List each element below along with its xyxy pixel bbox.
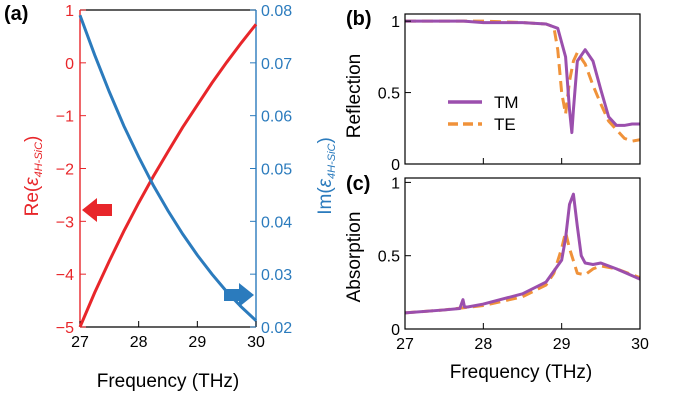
panel-a-x-tick-label: 29 xyxy=(188,334,206,351)
panel-a-left-tick-label: −4 xyxy=(56,267,74,284)
left-title-prefix: Re( xyxy=(22,185,43,216)
panel-b-te-line xyxy=(405,19,640,143)
panel-b-y-axis-title: Reflection xyxy=(344,54,365,139)
panel-a-x-tick-label: 27 xyxy=(71,334,89,351)
panel-c-y-tick-label: 1 xyxy=(391,175,400,192)
panel-c-te-line xyxy=(405,230,640,315)
panel-a-imag-permittivity-line xyxy=(78,14,258,322)
panel-c-y-tick-label: 0.5 xyxy=(378,249,400,266)
panel-a-x-axis-title: Frequency (THz) xyxy=(97,371,240,392)
panel-c-x-tick-label: 30 xyxy=(631,336,649,353)
panel-b-tm-line xyxy=(405,19,640,135)
panel-a-right-tick-label: 0.02 xyxy=(261,320,292,337)
panel-b-y-tick-label: 0.5 xyxy=(378,86,400,103)
panel-a-chart: 27 28 29 30 −5 −4 −3 −2 −1 0 1 0.02 0.03 0.04 0.05 0.06… xyxy=(56,3,292,351)
panel-c-x-tick-label: 29 xyxy=(553,336,571,353)
panel-c-y-axis-title: Absorption xyxy=(344,212,365,303)
right-axis-arrow-icon xyxy=(224,283,254,307)
panel-a-right-tick-label: 0.04 xyxy=(261,214,292,231)
panel-a-x-tick-label: 30 xyxy=(247,334,265,351)
panel-a-real-permittivity-line xyxy=(78,23,258,328)
panel-c-chart: 0 0.5 1 27 28 29 30 xyxy=(378,175,649,353)
panel-b-y-tick-label: 1 xyxy=(391,14,400,31)
panel-a-left-tick-label: 0 xyxy=(65,56,74,73)
panel-a-right-tick-label: 0.06 xyxy=(261,109,292,126)
right-title-subscript: 4H-SiC xyxy=(326,143,338,179)
panel-a-right-tick-label: 0.03 xyxy=(261,267,292,284)
legend-te-label: TE xyxy=(494,115,516,134)
left-title-symbol: ε xyxy=(22,177,43,186)
panel-b-legend: TM TE xyxy=(448,93,519,134)
panel-c-tm-line xyxy=(405,192,640,315)
panel-a-left-tick-label: −1 xyxy=(56,109,74,126)
panel-a-right-tick-label: 0.05 xyxy=(261,162,292,179)
panel-a-right-tick-label: 0.08 xyxy=(261,3,292,20)
panel-label-b: (b) xyxy=(346,8,372,30)
left-axis-arrow-icon xyxy=(82,198,112,222)
right-title-prefix: Im( xyxy=(315,187,336,215)
right-title-symbol: ε xyxy=(315,178,336,187)
panel-a-x-tick-label: 28 xyxy=(130,334,148,351)
panel-a-right-axis-title: Im(ε4H-SiC) xyxy=(315,137,338,215)
legend-tm-label: TM xyxy=(494,93,519,112)
panel-a-left-tick-label: −5 xyxy=(56,320,74,337)
panel-b-chart: 00.51 xyxy=(378,13,641,174)
panel-a-left-axis-title: Re(ε4H-SiC) xyxy=(22,136,45,217)
panel-b-frame xyxy=(404,13,641,165)
panel-c-x-tick-label: 28 xyxy=(474,336,492,353)
panel-c-y-tick-label: 0 xyxy=(391,322,400,339)
panel-b-y-tick-label: 0 xyxy=(391,157,400,174)
left-title-subscript: 4H-SiC xyxy=(33,142,45,178)
panel-label-a: (a) xyxy=(4,3,28,25)
right-title-suffix: ) xyxy=(315,137,336,143)
panel-a-right-tick-label: 0.07 xyxy=(261,56,292,73)
panel-label-c: (c) xyxy=(346,173,370,195)
left-title-suffix: ) xyxy=(22,136,43,142)
panel-a-left-tick-label: −2 xyxy=(56,162,74,179)
panel-c-x-tick-label: 27 xyxy=(396,336,414,353)
panel-a-left-tick-label: 1 xyxy=(65,3,74,20)
panel-c-frame xyxy=(404,177,641,330)
panel-a-left-tick-label: −3 xyxy=(56,214,74,231)
panel-c-x-axis-title: Frequency (THz) xyxy=(450,362,593,383)
